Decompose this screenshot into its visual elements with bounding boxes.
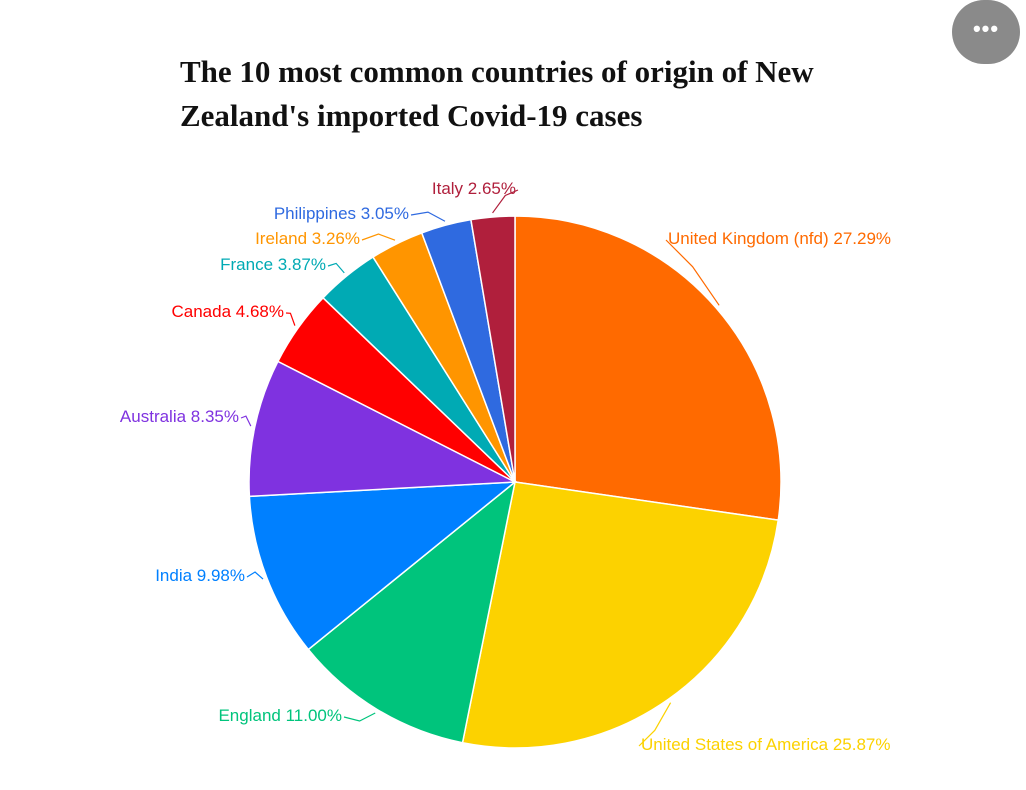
value-label: 9.98%	[197, 566, 245, 585]
leader-line	[246, 571, 264, 580]
leader-line	[343, 712, 376, 722]
pie-slice	[248, 481, 518, 651]
leader-line	[361, 233, 396, 241]
category-label: Italy	[432, 179, 464, 198]
category-label: Philippines	[274, 204, 356, 223]
data-label: Canada 4.68%	[172, 302, 285, 321]
category-label: Ireland	[255, 229, 307, 248]
data-label: Ireland 3.26%	[255, 229, 360, 248]
category-label: England	[218, 706, 280, 725]
value-label: 27.29%	[833, 229, 891, 248]
pie-slice	[248, 360, 518, 498]
more-button[interactable]: •••	[952, 0, 1020, 64]
data-label: United States of America 25.87%	[641, 735, 891, 754]
data-label: Australia 8.35%	[120, 407, 239, 426]
value-label: 25.87%	[833, 735, 891, 754]
pie-slice	[470, 215, 516, 483]
data-label: United Kingdom (nfd) 27.29%	[668, 229, 891, 248]
leader-line	[327, 262, 345, 274]
data-label: France 3.87%	[220, 255, 326, 274]
value-label: 3.05%	[361, 204, 409, 223]
value-label: 3.26%	[312, 229, 360, 248]
data-label: Philippines 3.05%	[274, 204, 409, 223]
leader-line	[285, 312, 296, 326]
category-label: United States of America	[641, 735, 829, 754]
pie-slice	[307, 480, 517, 744]
value-label: 11.00%	[286, 706, 342, 725]
leader-line	[638, 702, 672, 747]
data-label: Italy 2.65%	[432, 179, 516, 198]
leader-line	[240, 415, 252, 427]
data-label: England 11.00%	[218, 706, 342, 725]
value-label: 4.68%	[236, 302, 284, 321]
pie-slice	[514, 215, 782, 521]
value-label: 8.35%	[191, 407, 239, 426]
leader-line	[410, 211, 446, 222]
leader-line	[665, 239, 720, 306]
value-label: 2.65%	[468, 179, 516, 198]
pie-slice	[461, 481, 780, 749]
chart-title: The 10 most common countries of origin o…	[180, 54, 814, 133]
leader-line	[492, 189, 519, 214]
value-label: 3.87%	[278, 255, 326, 274]
category-label: Australia	[120, 407, 187, 426]
category-label: United Kingdom (nfd)	[668, 229, 829, 248]
category-label: India	[155, 566, 192, 585]
category-label: France	[220, 255, 273, 274]
data-label: India 9.98%	[155, 566, 245, 585]
category-label: Canada	[172, 302, 232, 321]
